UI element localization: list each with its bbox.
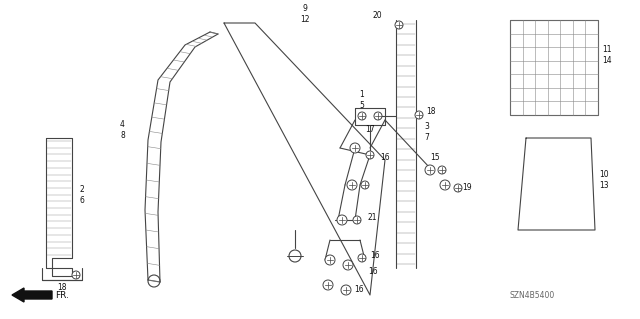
Circle shape [440,180,450,190]
FancyArrow shape [12,288,52,302]
Text: 1
5: 1 5 [360,90,364,110]
Text: 15: 15 [430,153,440,162]
Text: 18: 18 [57,284,67,293]
Text: 16: 16 [370,250,380,259]
Circle shape [341,285,351,295]
Circle shape [343,260,353,270]
Text: 11
14: 11 14 [602,45,612,65]
Circle shape [366,151,374,159]
Circle shape [358,112,366,120]
Circle shape [325,255,335,265]
Text: 16: 16 [354,286,364,294]
Text: 9
12: 9 12 [300,4,310,24]
Circle shape [72,271,80,279]
Circle shape [358,254,366,262]
Circle shape [350,143,360,153]
Text: SZN4B5400: SZN4B5400 [510,291,556,300]
Text: 4
8: 4 8 [120,120,125,140]
Circle shape [353,216,361,224]
Circle shape [425,165,435,175]
Text: 16: 16 [380,153,390,162]
Circle shape [347,180,357,190]
Text: 17: 17 [365,125,375,135]
Text: 19: 19 [462,183,472,192]
Text: 21: 21 [368,213,378,222]
Text: FR.: FR. [55,291,69,300]
Text: 16: 16 [368,268,378,277]
Text: 2
6: 2 6 [80,185,85,205]
Text: 3
7: 3 7 [424,122,429,142]
Text: 10
13: 10 13 [599,170,609,190]
Circle shape [323,280,333,290]
Circle shape [395,21,403,29]
Circle shape [337,215,347,225]
Text: 20: 20 [372,11,382,19]
Circle shape [415,111,423,119]
Circle shape [438,166,446,174]
Circle shape [361,181,369,189]
Text: 18: 18 [426,108,435,116]
Circle shape [374,112,382,120]
Circle shape [454,184,462,192]
